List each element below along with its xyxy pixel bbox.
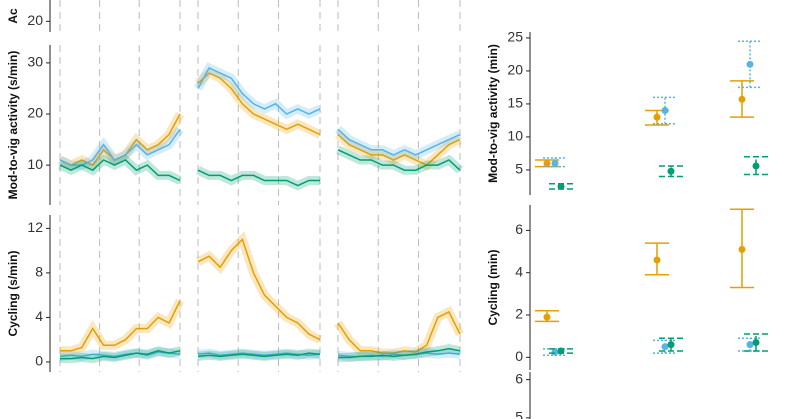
- y-tick-label: 5: [515, 161, 523, 177]
- y-axis-label: Ac: [6, 8, 20, 24]
- point: [661, 107, 669, 115]
- series-line: [59, 128, 181, 166]
- point: [752, 162, 760, 170]
- y-axis-label: Cycling (s/min): [6, 250, 20, 336]
- point: [738, 95, 746, 103]
- point: [551, 159, 559, 167]
- y-tick-label: 10: [507, 128, 523, 144]
- point: [653, 113, 661, 121]
- series-line: [197, 169, 320, 187]
- series-line: [60, 300, 181, 352]
- series-line: [197, 352, 321, 358]
- y-tick-label: 12: [27, 219, 43, 235]
- y-tick-label: 10: [27, 156, 43, 172]
- series-line: [337, 149, 461, 171]
- series-line: [337, 128, 461, 156]
- y-axis-label: Cycling (min): [486, 249, 500, 325]
- series-line: [337, 310, 461, 354]
- y-tick-label: 0: [515, 348, 523, 364]
- y-axis-label: Mod-to-vig activity (s/min): [6, 51, 20, 200]
- y-tick-label: 20: [507, 62, 523, 78]
- point: [667, 167, 675, 175]
- y-tick-label: 5: [515, 409, 523, 419]
- y-tick-label: 2: [515, 306, 523, 322]
- point: [752, 339, 760, 346]
- y-tick-label: 0: [35, 353, 43, 369]
- point: [557, 182, 565, 190]
- point: [746, 60, 754, 68]
- point: [661, 343, 669, 351]
- point: [746, 341, 754, 349]
- point: [557, 347, 565, 355]
- point: [738, 245, 746, 253]
- series-line: [197, 67, 321, 115]
- series-line: [197, 72, 321, 136]
- series-line: [60, 350, 181, 360]
- y-tick-label: 4: [35, 308, 43, 324]
- y-tick-label: 20: [27, 12, 43, 28]
- series-line: [197, 238, 321, 341]
- y-tick-label: 6: [515, 370, 523, 386]
- point: [667, 341, 675, 349]
- series-line: [338, 347, 461, 359]
- series-line: [337, 133, 461, 166]
- y-tick-label: 30: [27, 54, 43, 70]
- y-tick-label: 25: [507, 29, 523, 45]
- series-line: [59, 159, 181, 182]
- y-tick-label: 4: [515, 263, 523, 279]
- point: [543, 313, 551, 321]
- point: [653, 256, 661, 264]
- y-axis-label: Mod-to-vig activity (min): [486, 44, 500, 183]
- point: [543, 159, 551, 167]
- series-line: [59, 351, 181, 358]
- y-tick-label: 8: [35, 264, 43, 280]
- y-tick-label: 6: [515, 221, 523, 237]
- y-tick-label: 15: [507, 95, 523, 111]
- y-tick-label: 20: [27, 105, 43, 121]
- band-fill: [195, 231, 323, 344]
